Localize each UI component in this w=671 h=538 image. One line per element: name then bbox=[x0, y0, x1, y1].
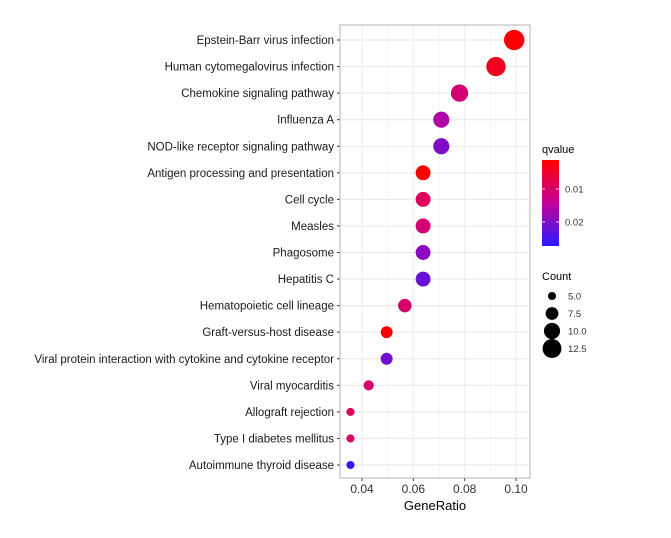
y-tick-label: Chemokine signaling pathway bbox=[181, 88, 334, 100]
data-point bbox=[415, 165, 431, 181]
size-legend-key bbox=[545, 307, 559, 320]
x-tick-label: 0.06 bbox=[402, 482, 426, 496]
y-tick-label: Viral protein interaction with cytokine … bbox=[34, 354, 334, 366]
panel-border bbox=[339, 24, 531, 479]
data-points bbox=[346, 29, 525, 470]
size-legend-key bbox=[543, 322, 561, 340]
y-axis-labels: Epstein-Barr virus infection Human cytome… bbox=[34, 35, 340, 472]
size-legend-label: 10.0 bbox=[568, 327, 587, 338]
data-point bbox=[363, 380, 374, 391]
data-point bbox=[433, 111, 450, 128]
y-tick-label: Type I diabetes mellitus bbox=[214, 433, 334, 445]
data-point bbox=[346, 434, 355, 443]
size-legend-title: Count bbox=[542, 271, 571, 283]
size-legend-key bbox=[542, 339, 562, 358]
data-point bbox=[433, 138, 450, 155]
data-point bbox=[380, 326, 393, 339]
grid bbox=[340, 25, 530, 478]
data-point bbox=[504, 29, 525, 51]
color-legend-label: 0.02 bbox=[565, 217, 584, 228]
y-tick-label: Influenza A bbox=[277, 115, 334, 127]
x-axis-ticks: 0.04 0.06 0.08 0.10 bbox=[350, 478, 528, 496]
y-tick-label: Hematopoietic cell lineage bbox=[200, 301, 334, 313]
data-point bbox=[346, 407, 355, 416]
data-point bbox=[398, 298, 412, 313]
y-tick-label: Phagosome bbox=[273, 248, 334, 260]
size-legend-label: 7.5 bbox=[568, 309, 581, 320]
size-legend-label: 12.5 bbox=[568, 344, 587, 355]
y-tick-label: Antigen processing and presentation bbox=[147, 168, 334, 180]
color-legend-bar bbox=[542, 160, 559, 246]
x-tick-label: 0.08 bbox=[453, 482, 477, 496]
size-legend-key bbox=[547, 291, 557, 301]
y-tick-label: Autoimmune thyroid disease bbox=[189, 460, 334, 472]
y-tick-label: Measles bbox=[291, 221, 334, 233]
y-tick-label: NOD-like receptor signaling pathway bbox=[147, 141, 334, 153]
size-legend-label: 5.0 bbox=[568, 292, 581, 303]
x-tick-label: 0.04 bbox=[350, 482, 374, 496]
y-tick-label: Epstein-Barr virus infection bbox=[197, 35, 334, 47]
data-point bbox=[380, 352, 393, 365]
size-legend: 5.0 7.5 10.0 12.5 bbox=[542, 291, 587, 358]
color-legend-title: qvalue bbox=[542, 144, 574, 156]
color-legend-ticks: 0.01 0.02 bbox=[542, 184, 584, 228]
x-axis-title: GeneRatio bbox=[404, 498, 466, 513]
x-tick-label: 0.10 bbox=[504, 482, 528, 496]
data-point bbox=[415, 271, 431, 287]
data-point bbox=[450, 84, 469, 102]
data-point bbox=[415, 218, 431, 234]
data-point bbox=[486, 56, 506, 77]
y-tick-label: Graft-versus-host disease bbox=[202, 327, 334, 339]
y-tick-label: Human cytomegalovirus infection bbox=[165, 62, 334, 74]
y-tick-label: Hepatitis C bbox=[278, 274, 334, 286]
data-point bbox=[415, 245, 431, 260]
color-legend-label: 0.01 bbox=[565, 184, 584, 195]
data-point bbox=[415, 191, 431, 207]
panel-background bbox=[340, 25, 530, 478]
y-tick-label: Viral myocarditis bbox=[250, 380, 334, 392]
y-tick-label: Cell cycle bbox=[285, 194, 334, 206]
data-point bbox=[346, 460, 355, 470]
y-tick-label: Allograft rejection bbox=[245, 407, 334, 419]
